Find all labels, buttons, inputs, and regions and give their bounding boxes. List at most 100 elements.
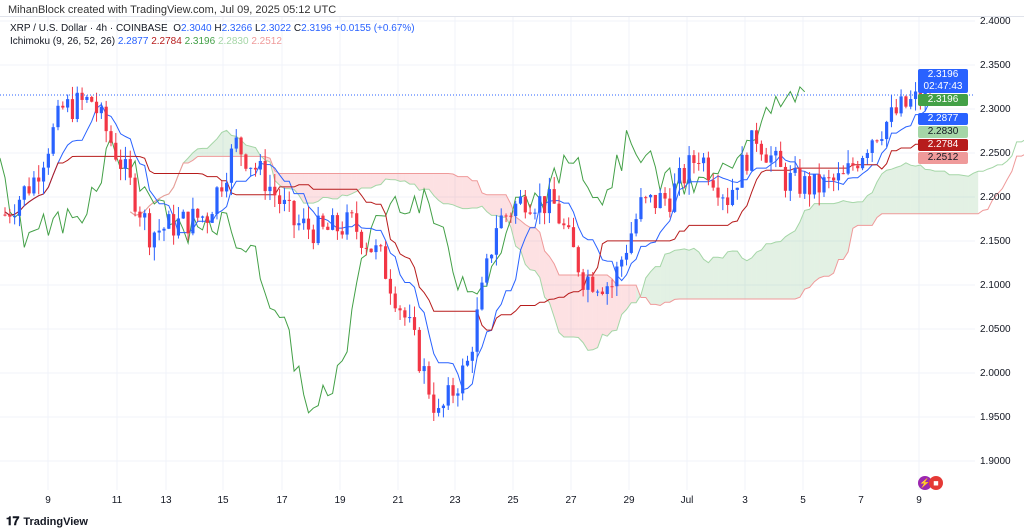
cloud-segment — [424, 173, 429, 190]
candle-body — [162, 228, 166, 231]
candle-body — [412, 317, 417, 330]
candle-body — [403, 310, 407, 318]
candle-body — [783, 166, 788, 191]
ichimoku-cloud — [130, 130, 979, 351]
legend: XRP / U.S. Dollar · 4h · COINBASE O2.304… — [10, 22, 415, 48]
candle-body — [147, 213, 152, 248]
candle-body — [803, 176, 807, 194]
candle-body — [331, 215, 335, 230]
candle-body — [123, 159, 128, 169]
y-tick-label: 2.2500 — [980, 148, 1011, 159]
y-tick-label: 2.2000 — [980, 192, 1011, 203]
x-tick-label: 25 — [507, 495, 519, 506]
cloud-segment — [669, 250, 675, 303]
flag-icon[interactable]: ■ — [929, 476, 943, 490]
cloud-segment — [337, 173, 343, 199]
cloud-segment — [578, 275, 584, 343]
candle-body — [827, 177, 831, 179]
lightning-icon[interactable]: ⚡ — [918, 476, 932, 490]
candle-body — [408, 317, 412, 319]
x-tick-label: 23 — [449, 495, 461, 506]
candle-body — [345, 212, 349, 235]
candle-body — [32, 177, 36, 194]
cloud-segment — [515, 216, 521, 250]
chart-frame[interactable] — [0, 16, 1024, 490]
cloud-segment — [366, 173, 372, 188]
cloud-segment — [592, 275, 598, 350]
cloud-segment — [655, 266, 661, 306]
cloud-segment — [934, 171, 940, 214]
chart-icons: ⚡ ■ — [918, 476, 943, 490]
candle-body — [716, 187, 720, 198]
candle-body — [109, 131, 113, 143]
cloud-segment — [467, 176, 473, 209]
candle-body — [629, 233, 633, 253]
candle-body — [605, 286, 609, 294]
cloud-segment — [968, 173, 974, 214]
cloud-segment — [660, 254, 666, 306]
cloud-segment — [751, 252, 757, 300]
candle-body — [215, 187, 219, 215]
candle-body — [581, 272, 585, 290]
tradingview-logo[interactable]: 𝟏𝟕 TradingView — [6, 514, 88, 528]
cloud-segment — [525, 224, 531, 270]
cloud-segment — [419, 173, 425, 191]
x-tick-label: 21 — [392, 495, 404, 506]
candle-body — [701, 157, 706, 164]
cloud-segment — [958, 174, 964, 214]
candle-body — [648, 194, 653, 198]
cloud-segment — [313, 173, 319, 204]
cloud-segment — [395, 173, 401, 182]
candle-body — [721, 197, 725, 199]
cloud-segment — [294, 173, 299, 196]
cloud-segment — [852, 201, 858, 229]
candle-body — [687, 155, 691, 184]
candle-body — [764, 154, 768, 163]
candle-body — [865, 152, 869, 158]
cloud-segment — [862, 195, 868, 226]
cloud-segment — [216, 132, 222, 157]
cloud-segment — [881, 170, 887, 214]
symbol-legend: XRP / U.S. Dollar · 4h · COINBASE O2.304… — [10, 23, 415, 34]
candle-body — [576, 247, 580, 273]
candle-body — [624, 252, 629, 260]
y-tick-label: 2.0000 — [980, 368, 1011, 379]
cloud-segment — [650, 266, 656, 305]
cloud-segment — [433, 173, 439, 201]
cloud-segment — [665, 253, 670, 303]
lagging-span-label: 2.3196 — [918, 94, 968, 106]
candle-body — [470, 351, 474, 361]
cloud-segment — [896, 165, 902, 214]
candle-body — [533, 212, 537, 214]
cloud-segment — [496, 194, 502, 218]
candle-body — [489, 254, 494, 259]
cloud-segment — [583, 275, 588, 351]
candle-body — [788, 172, 792, 191]
x-tick-label: 17 — [276, 495, 288, 506]
candle-body — [832, 177, 836, 181]
cloud-segment — [857, 201, 863, 226]
candle-body — [894, 107, 898, 114]
cloud-segment — [843, 200, 849, 260]
cloud-segment — [563, 275, 569, 337]
cloud-segment — [549, 256, 555, 318]
candle-body — [374, 245, 378, 253]
candle-body — [692, 155, 696, 163]
candle-body — [509, 215, 513, 217]
cloud-segment — [819, 203, 825, 279]
cloud-segment — [930, 169, 935, 214]
candle-body — [306, 218, 311, 230]
cloud-segment — [221, 130, 227, 157]
cloud-segment — [905, 162, 911, 214]
cloud-segment — [308, 173, 314, 204]
cloud-segment — [245, 145, 251, 157]
candle-body — [485, 258, 489, 283]
candle-body — [229, 148, 234, 183]
x-tick-label: 5 — [800, 495, 806, 506]
candle-body — [615, 266, 619, 287]
candle-body — [779, 150, 783, 167]
cloud-segment — [804, 209, 810, 290]
cloud-segment — [477, 180, 482, 208]
cloud-segment — [414, 173, 420, 191]
